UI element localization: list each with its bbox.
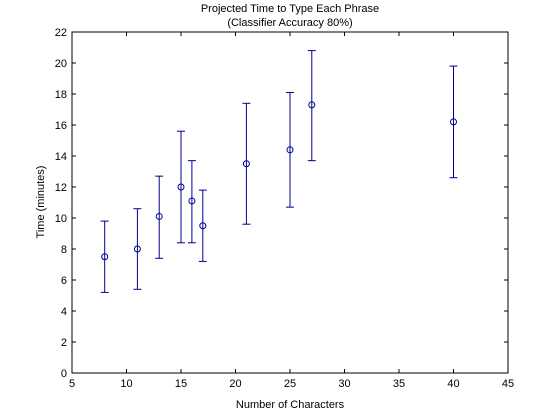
data-point <box>188 197 196 205</box>
y-tick-label: 8 <box>61 244 67 256</box>
x-tick-label: 5 <box>69 378 75 390</box>
data-point <box>101 253 109 261</box>
chart-subtitle: (Classifier Accuracy 80%) <box>227 17 352 29</box>
y-tick-label: 16 <box>55 120 67 132</box>
chart-title: Projected Time to Type Each Phrase <box>201 3 379 15</box>
x-axis-label: Number of Characters <box>236 399 345 411</box>
y-tick-label: 6 <box>61 275 67 287</box>
data-point <box>286 146 294 154</box>
x-tick-label: 40 <box>447 378 459 390</box>
y-tick-label: 12 <box>55 182 67 194</box>
y-tick-label: 18 <box>55 89 67 101</box>
axis-ticks: 5 10 15 20 25 30 35 40 45 0 2 4 6 8 10 12 14 16 18 20 22 <box>55 27 514 390</box>
x-tick-label: 45 <box>502 378 514 390</box>
data-series <box>100 50 458 293</box>
x-tick-label: 15 <box>175 378 187 390</box>
data-point <box>155 212 163 220</box>
data-point <box>177 183 185 191</box>
x-tick-label: 20 <box>229 378 241 390</box>
y-tick-label: 22 <box>55 27 67 39</box>
data-point <box>450 118 457 126</box>
y-tick-label: 20 <box>55 58 67 70</box>
x-tick-label: 10 <box>120 378 132 390</box>
y-tick-label: 0 <box>61 368 67 380</box>
y-tick-label: 14 <box>55 151 67 163</box>
y-tick-label: 4 <box>61 306 67 318</box>
x-tick-label: 30 <box>338 378 350 390</box>
x-tick-label: 25 <box>284 378 296 390</box>
data-point <box>242 160 250 168</box>
x-tick-label: 35 <box>393 378 405 390</box>
data-point <box>308 101 316 109</box>
data-point <box>199 222 207 230</box>
y-axis-label: Time (minutes) <box>35 166 47 239</box>
y-tick-label: 10 <box>55 213 67 225</box>
data-point <box>133 245 141 253</box>
y-tick-label: 2 <box>61 337 67 349</box>
